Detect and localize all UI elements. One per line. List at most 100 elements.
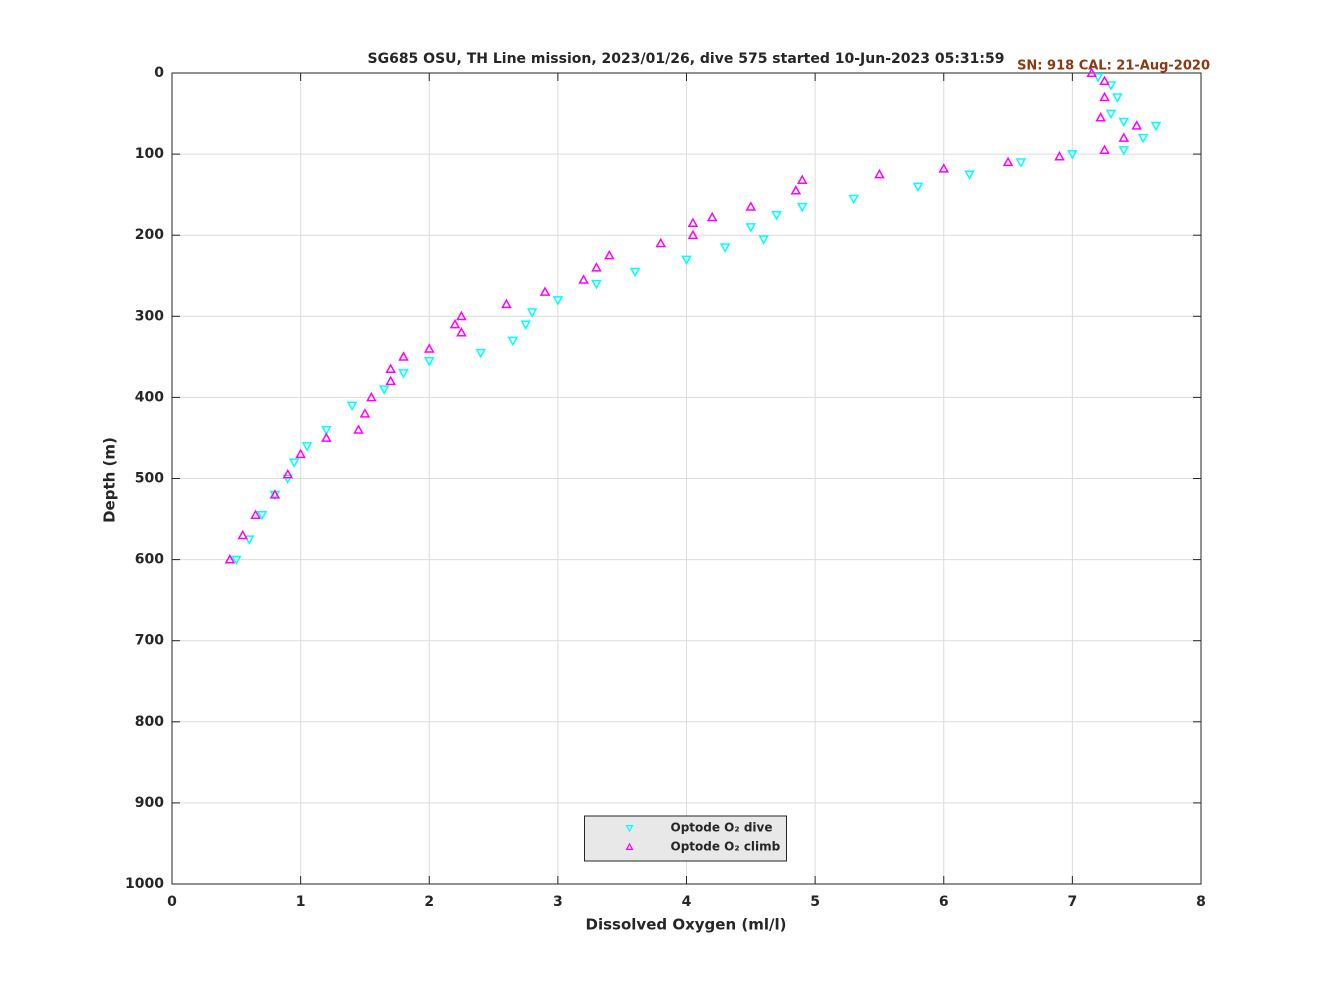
data-point: [681, 255, 692, 266]
y-tick-label: 200: [135, 227, 164, 243]
y-tick-label: 900: [135, 795, 164, 811]
data-point: [1112, 93, 1123, 103]
data-point: [423, 343, 435, 353]
data-point: [771, 210, 782, 221]
legend-marker: [625, 825, 634, 833]
y-tick-label: 100: [135, 146, 164, 162]
data-point: [288, 458, 300, 468]
y-tick-label: 300: [135, 308, 164, 324]
data-point: [301, 442, 313, 452]
data-point: [237, 529, 249, 540]
x-tick-label: 6: [939, 894, 949, 910]
data-point: [1099, 91, 1110, 102]
data-point: [231, 555, 242, 566]
data-point: [578, 274, 589, 284]
data-point: [423, 356, 435, 367]
data-point: [874, 168, 885, 179]
x-tick-label: 4: [682, 894, 692, 910]
data-point: [224, 554, 236, 564]
data-point: [758, 235, 769, 245]
data-point: [282, 468, 294, 479]
data-point: [790, 185, 802, 195]
data-point: [1015, 158, 1027, 168]
x-tick-label: 5: [810, 894, 820, 910]
data-point: [848, 194, 859, 205]
data-point: [475, 348, 486, 359]
data-point: [398, 369, 409, 379]
data-point: [1137, 133, 1149, 144]
data-point: [321, 425, 332, 436]
data-point: [321, 432, 332, 442]
data-point: [456, 310, 467, 321]
data-point: [243, 535, 255, 545]
data-point: [346, 401, 358, 412]
data-point: [1002, 156, 1014, 167]
x-tick-label: 0: [167, 894, 177, 910]
data-point: [706, 211, 718, 222]
y-tick-label: 700: [135, 633, 164, 649]
data-point: [526, 308, 538, 318]
data-point: [938, 163, 950, 173]
y-tick-label: 400: [135, 389, 164, 405]
data-point: [1118, 117, 1130, 128]
y-axis-label: Depth (m): [101, 437, 119, 523]
data-point: [250, 509, 261, 519]
x-tick-label: 2: [424, 894, 434, 910]
data-point: [687, 217, 699, 227]
data-point: [378, 385, 390, 395]
data-point: [501, 298, 512, 309]
data-point: [269, 489, 281, 499]
data-point: [745, 223, 757, 233]
data-point: [1105, 109, 1117, 120]
x-tick-label: 7: [1068, 894, 1078, 910]
y-tick-label: 800: [135, 714, 164, 730]
y-tick-label: 600: [135, 552, 164, 568]
data-point: [591, 262, 602, 272]
data-point: [1131, 120, 1142, 130]
data-point: [1099, 144, 1110, 154]
data-point: [796, 202, 808, 213]
data-point: [591, 279, 602, 290]
data-point: [1099, 75, 1110, 86]
data-point: [1118, 132, 1130, 142]
chart-subtitle: SN: 918 CAL: 21-Aug-2020: [1017, 59, 1210, 74]
data-point: [366, 391, 377, 402]
data-point: [295, 448, 306, 459]
data-point: [398, 351, 409, 361]
data-point: [1054, 150, 1065, 161]
legend-box: [584, 815, 787, 862]
data-point: [256, 511, 268, 521]
data-point: [353, 424, 364, 434]
data-point: [385, 363, 396, 373]
data-point: [385, 375, 396, 386]
data-point: [1118, 146, 1130, 156]
y-tick-label: 500: [135, 471, 164, 487]
chart-title: SG685 OSU, TH Line mission, 2023/01/26, …: [368, 51, 1005, 67]
data-point: [719, 243, 731, 253]
data-point: [359, 408, 371, 418]
data-point: [282, 474, 294, 485]
legend-label: Optode O₂ climb: [671, 840, 781, 854]
data-point: [629, 267, 641, 278]
data-point: [1095, 112, 1106, 122]
x-tick-label: 8: [1196, 894, 1206, 910]
data-point: [687, 229, 699, 240]
data-point: [552, 296, 564, 306]
data-point: [456, 326, 467, 337]
data-point: [745, 201, 757, 211]
x-tick-label: 1: [296, 894, 306, 910]
data-point: [1092, 73, 1104, 83]
data-point: [507, 336, 519, 347]
data-point: [539, 286, 551, 296]
data-point: [1067, 150, 1078, 160]
data-point: [1150, 121, 1162, 132]
data-point: [604, 249, 615, 260]
legend-marker: [625, 842, 634, 850]
data-point: [964, 170, 975, 180]
data-point: [449, 318, 461, 329]
data-point: [796, 174, 808, 185]
x-axis-label: Dissolved Oxygen (ml/l): [586, 916, 787, 934]
legend-label: Optode O₂ dive: [671, 821, 773, 835]
